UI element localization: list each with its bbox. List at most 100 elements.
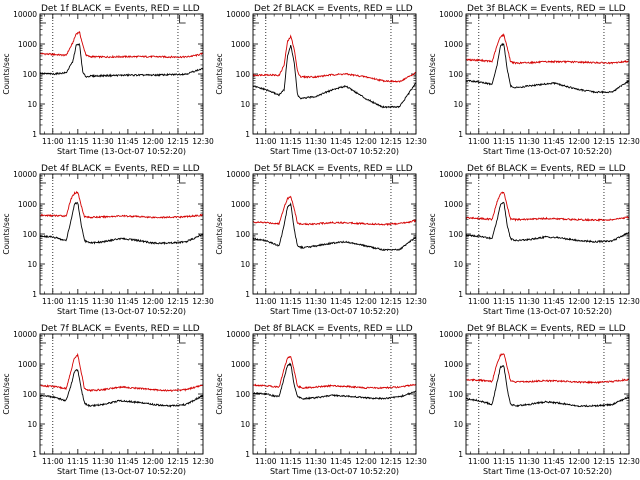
- x-tick-label: 11:15: [67, 137, 89, 146]
- time-marker: [39, 335, 46, 344]
- time-marker: [465, 15, 472, 24]
- y-axis-label: Counts/sec: [2, 213, 11, 254]
- x-tick-label: 11:15: [493, 137, 515, 146]
- chart-title: Det 1f BLACK = Events, RED = LLD: [41, 4, 200, 14]
- x-axis-label: Start Time (13-Oct-07 10:52:20): [483, 467, 612, 476]
- x-tick-label: 11:45: [330, 457, 352, 466]
- series-lld-line: [465, 33, 630, 65]
- chart-panel: Det 1f BLACK = Events, RED = LLD Counts/s…: [2, 4, 214, 156]
- x-tick-label: 11:15: [493, 457, 515, 466]
- x-tick-label: 12:00: [568, 137, 590, 146]
- x-tick-label: 12:15: [167, 297, 189, 306]
- time-marker: [179, 175, 186, 184]
- x-tick-label: 11:30: [92, 457, 114, 466]
- x-axis-label: Start Time (13-Oct-07 10:52:20): [57, 147, 186, 156]
- x-tick-label: 12:30: [405, 297, 427, 306]
- time-marker: [465, 175, 472, 184]
- time-marker: [179, 335, 186, 344]
- y-tick-label: 10000: [226, 10, 250, 19]
- x-axis-label: Start Time (13-Oct-07 10:52:20): [270, 467, 399, 476]
- x-tick-label: 11:30: [305, 137, 327, 146]
- plot-frame: [465, 13, 630, 135]
- y-tick-label: 1: [245, 130, 250, 139]
- y-tick-label: 100: [236, 230, 251, 239]
- x-axis-label: Start Time (13-Oct-07 10:52:20): [57, 307, 186, 316]
- y-tick-label: 10: [453, 100, 463, 109]
- series-lld-line: [39, 352, 204, 393]
- x-tick-label: 11:00: [255, 457, 277, 466]
- series-events-line: [39, 368, 204, 408]
- x-tick-label: 11:30: [518, 457, 540, 466]
- x-tick-label: 11:45: [117, 137, 139, 146]
- y-tick-label: 10: [27, 420, 37, 429]
- x-tick-label: 11:30: [305, 457, 327, 466]
- y-tick-label: 10: [240, 100, 250, 109]
- chart-title: Det 4f BLACK = Events, RED = LLD: [41, 164, 200, 174]
- y-tick-label: 1: [458, 130, 463, 139]
- x-axis-label: Start Time (13-Oct-07 10:52:20): [483, 307, 612, 316]
- x-tick-label: 11:00: [255, 297, 277, 306]
- x-tick-label: 11:30: [92, 137, 114, 146]
- y-axis-label: Counts/sec: [428, 53, 437, 94]
- series-events-line: [465, 201, 630, 244]
- x-tick-label: 12:30: [192, 457, 214, 466]
- x-tick-label: 12:00: [142, 137, 164, 146]
- x-tick-label: 11:15: [67, 297, 89, 306]
- y-axis-label: Counts/sec: [2, 53, 11, 94]
- x-axis-label: Start Time (13-Oct-07 10:52:20): [270, 307, 399, 316]
- y-tick-label: 10: [453, 420, 463, 429]
- series-lld-line: [252, 195, 417, 227]
- y-tick-label: 100: [23, 70, 38, 79]
- plot-frame: [252, 13, 417, 135]
- x-tick-label: 12:15: [593, 297, 615, 306]
- x-tick-label: 11:15: [280, 457, 302, 466]
- series-lld-line: [252, 34, 417, 83]
- x-tick-label: 12:00: [568, 297, 590, 306]
- series-events-line: [252, 362, 417, 401]
- y-tick-label: 10000: [13, 10, 37, 19]
- x-axis-label: Start Time (13-Oct-07 10:52:20): [483, 147, 612, 156]
- x-tick-label: 11:45: [117, 297, 139, 306]
- y-tick-label: 10000: [13, 170, 37, 179]
- y-tick-label: 10000: [226, 330, 250, 339]
- x-tick-label: 11:15: [280, 137, 302, 146]
- plot-frame: [465, 173, 630, 295]
- plot-frame: [39, 333, 204, 455]
- time-marker: [605, 335, 612, 344]
- y-tick-label: 10000: [439, 170, 463, 179]
- y-tick-label: 1000: [231, 360, 250, 369]
- x-tick-label: 11:45: [543, 137, 565, 146]
- x-tick-label: 12:30: [618, 137, 640, 146]
- x-tick-label: 11:00: [255, 137, 277, 146]
- y-tick-label: 10000: [13, 330, 37, 339]
- y-tick-label: 100: [449, 390, 464, 399]
- time-marker: [252, 335, 259, 344]
- y-tick-label: 100: [236, 390, 251, 399]
- y-tick-label: 1: [32, 290, 37, 299]
- x-tick-label: 11:00: [468, 297, 490, 306]
- x-tick-label: 11:15: [280, 297, 302, 306]
- y-tick-label: 100: [449, 70, 464, 79]
- chart-panel: Det 6f BLACK = Events, RED = LLD Counts/s…: [428, 164, 640, 316]
- x-tick-label: 12:00: [142, 297, 164, 306]
- x-tick-label: 11:00: [42, 297, 64, 306]
- x-tick-label: 11:00: [468, 137, 490, 146]
- chart-title: Det 7f BLACK = Events, RED = LLD: [41, 324, 200, 334]
- x-axis-label: Start Time (13-Oct-07 10:52:20): [57, 467, 186, 476]
- plot-frame: [252, 333, 417, 455]
- x-tick-label: 12:30: [405, 457, 427, 466]
- chart-panel: Det 2f BLACK = Events, RED = LLD Counts/s…: [215, 4, 427, 156]
- x-tick-label: 11:00: [468, 457, 490, 466]
- time-marker: [252, 175, 259, 184]
- chart-title: Det 2f BLACK = Events, RED = LLD: [254, 4, 413, 14]
- x-tick-label: 12:15: [593, 137, 615, 146]
- time-marker: [179, 15, 186, 24]
- time-marker: [465, 335, 472, 344]
- y-tick-label: 1: [458, 290, 463, 299]
- x-axis-label: Start Time (13-Oct-07 10:52:20): [270, 147, 399, 156]
- x-tick-label: 11:30: [518, 137, 540, 146]
- chart-panel: Det 3f BLACK = Events, RED = LLD Counts/s…: [428, 4, 640, 156]
- x-tick-label: 12:15: [593, 457, 615, 466]
- chart-panel: Det 8f BLACK = Events, RED = LLD Counts/s…: [215, 324, 427, 476]
